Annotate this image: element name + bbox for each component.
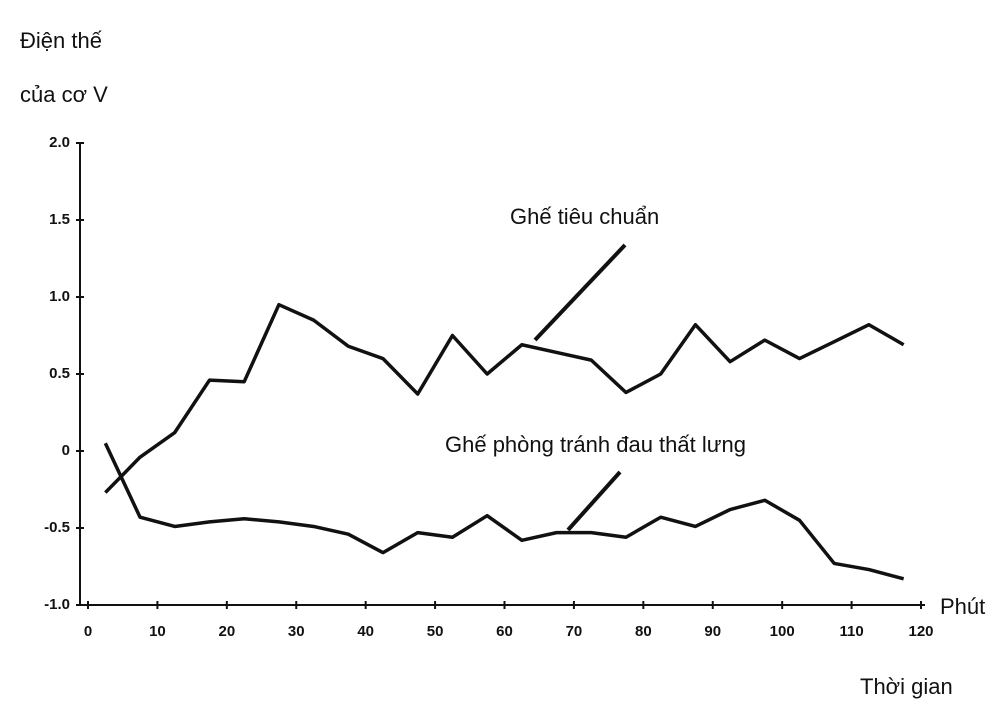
y-tick-label: -0.5 xyxy=(44,519,70,536)
y-tick-label: 0.5 xyxy=(49,365,70,382)
y-axis-label: của cơ V xyxy=(20,82,108,107)
y-tick-label: 1.5 xyxy=(49,211,70,228)
x-tick-label: 20 xyxy=(218,623,235,640)
y-tick-label: 0 xyxy=(62,442,70,459)
y-tick-label: -1.0 xyxy=(44,596,70,613)
x-tick-label: 40 xyxy=(357,623,374,640)
x-axis-unit: Phút xyxy=(940,594,985,619)
series-label: Ghế tiêu chuẩn xyxy=(510,204,659,229)
x-tick-label: 90 xyxy=(704,623,721,640)
x-tick-label: 50 xyxy=(427,623,444,640)
x-tick-label: 60 xyxy=(496,623,513,640)
x-tick-label: 70 xyxy=(566,623,583,640)
x-tick-label: 0 xyxy=(84,623,92,640)
y-tick-label: 1.0 xyxy=(49,288,70,305)
x-tick-label: 30 xyxy=(288,623,305,640)
x-tick-label: 120 xyxy=(908,623,933,640)
x-tick-label: 110 xyxy=(839,623,863,640)
series-line xyxy=(103,442,905,581)
y-axis-label: Điện thế xyxy=(20,28,102,53)
x-tick-label: 10 xyxy=(149,623,166,640)
x-tick-label: 100 xyxy=(770,623,795,640)
series-line xyxy=(104,302,905,494)
y-tick-label: 2.0 xyxy=(49,134,70,151)
x-tick-label: 80 xyxy=(635,623,652,640)
annotation-pointer xyxy=(533,243,627,342)
annotation-pointer xyxy=(566,470,622,532)
series-label: Ghế phòng tránh đau thất lưng xyxy=(445,432,746,457)
x-axis-label: Thời gian xyxy=(860,674,953,699)
